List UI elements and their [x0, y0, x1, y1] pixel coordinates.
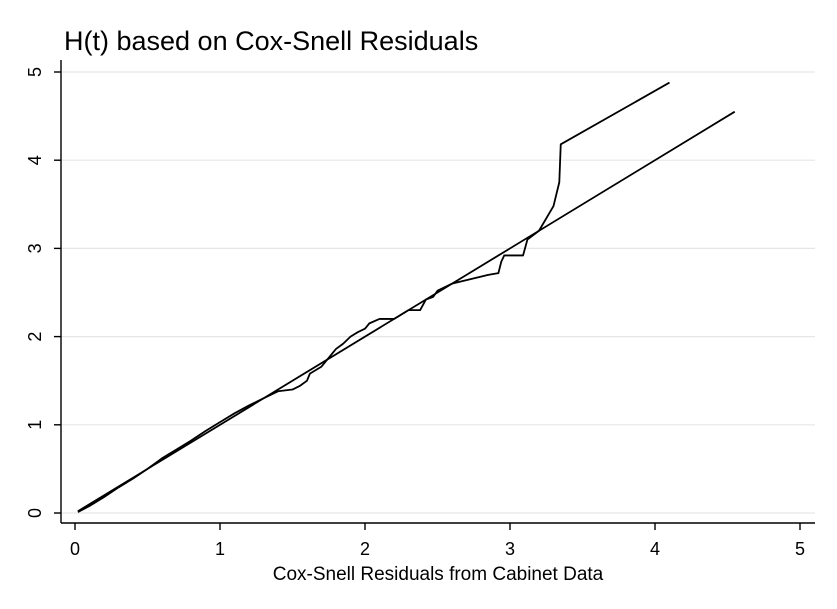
- y-tick-label-0: 0: [25, 508, 45, 518]
- x-tick-label-1: 1: [215, 539, 225, 559]
- grid-layer: [61, 71, 815, 514]
- x-tick-label-4: 4: [650, 539, 660, 559]
- x-tick-label-3: 3: [505, 539, 515, 559]
- series-layer: [77, 81, 736, 513]
- x-tick-label-5: 5: [795, 539, 805, 559]
- chart-title: H(t) based on Cox-Snell Residuals: [64, 26, 478, 56]
- y-tick-label-2: 2: [25, 332, 45, 342]
- x-axis-label: Cox-Snell Residuals from Cabinet Data: [273, 564, 604, 585]
- axes-layer: 0 1 2 3 4 5 0 1 2 3 4 5: [25, 60, 815, 559]
- x-tick-label-2: 2: [360, 539, 370, 559]
- y-tick-label-5: 5: [25, 67, 45, 77]
- x-tick-label-0: 0: [70, 539, 80, 559]
- cumulative-hazard-line: [77, 81, 670, 513]
- y-tick-label-3: 3: [25, 243, 45, 253]
- y-tick-label-4: 4: [25, 155, 45, 165]
- reference-line: [77, 110, 736, 513]
- y-tick-label-1: 1: [25, 420, 45, 430]
